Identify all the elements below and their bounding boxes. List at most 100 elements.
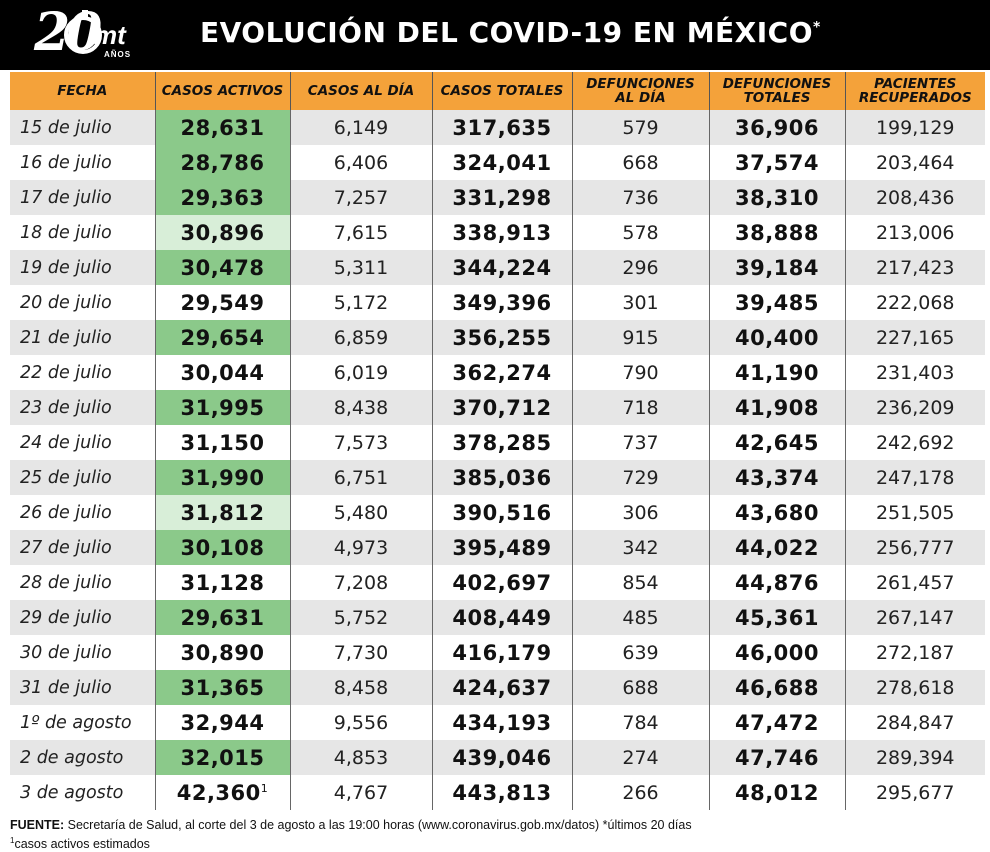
row-pacientes-recuperados: 242,692 xyxy=(845,425,985,460)
row-pacientes-recuperados-value: 272,187 xyxy=(875,641,955,664)
row-defunciones-totales: 37,574 xyxy=(709,145,846,180)
row-fecha: 21 de julio xyxy=(10,320,156,355)
row-fecha-value: 23 de julio xyxy=(20,397,112,418)
row-casos-al-dia-value: 5,311 xyxy=(333,256,389,279)
row-fecha: 30 de julio xyxy=(10,635,156,670)
row-fecha: 1º de agosto xyxy=(10,705,156,740)
row-defunciones-totales: 47,472 xyxy=(709,705,846,740)
row-defunciones-totales-value: 46,688 xyxy=(734,675,820,700)
row-defunciones-totales: 48,012 xyxy=(709,775,846,810)
row-casos-activos-value: 30,478 xyxy=(180,255,265,280)
row-defunciones-totales: 39,184 xyxy=(709,250,846,285)
row-casos-activos: 42,3601 xyxy=(155,775,291,810)
row-defunciones-totales: 42,645 xyxy=(709,425,846,460)
row-casos-al-dia: 7,573 xyxy=(290,425,433,460)
row-pacientes-recuperados-value: 295,677 xyxy=(875,781,955,804)
row-casos-al-dia-value: 8,458 xyxy=(333,676,389,699)
row-defunciones-al-dia-value: 639 xyxy=(622,641,659,664)
row-pacientes-recuperados: 236,209 xyxy=(845,390,985,425)
row-casos-al-dia: 5,172 xyxy=(290,285,433,320)
source-line: FUENTE: Secretaría de Salud, al corte de… xyxy=(10,818,985,833)
row-casos-totales-value: 439,046 xyxy=(452,745,552,770)
row-pacientes-recuperados: 251,505 xyxy=(845,495,985,530)
page-header: 20 mt AÑOS EVOLUCIÓN DEL COVID-19 EN MÉX… xyxy=(0,0,990,70)
row-defunciones-al-dia-value: 729 xyxy=(622,466,659,489)
row-casos-activos-value: 31,128 xyxy=(180,570,265,595)
row-fecha: 24 de julio xyxy=(10,425,156,460)
row-casos-al-dia: 6,859 xyxy=(290,320,433,355)
row-defunciones-al-dia-value: 578 xyxy=(622,221,659,244)
col-header-casos-al-dia: CASOS AL DÍA xyxy=(290,72,433,110)
row-defunciones-al-dia-value: 306 xyxy=(622,501,659,524)
footer: FUENTE: Secretaría de Salud, al corte de… xyxy=(10,818,985,852)
row-defunciones-totales-value: 38,310 xyxy=(734,185,820,210)
row-defunciones-al-dia-value: 790 xyxy=(622,361,659,384)
row-casos-activos: 31,128 xyxy=(155,565,291,600)
row-defunciones-al-dia: 274 xyxy=(572,740,710,775)
col-header-defunciones-totales: DEFUNCIONES TOTALES xyxy=(709,72,846,110)
row-defunciones-totales: 47,746 xyxy=(709,740,846,775)
row-fecha: 18 de julio xyxy=(10,215,156,250)
row-defunciones-al-dia: 729 xyxy=(572,460,710,495)
row-casos-activos-value: 29,549 xyxy=(180,290,265,315)
row-defunciones-totales: 44,022 xyxy=(709,530,846,565)
row-fecha-value: 17 de julio xyxy=(20,187,112,208)
row-casos-al-dia-value: 9,556 xyxy=(333,711,389,734)
row-casos-activos-value: 31,990 xyxy=(180,465,265,490)
row-casos-al-dia-value: 7,257 xyxy=(333,186,389,209)
row-casos-activos: 31,812 xyxy=(155,495,291,530)
table-row: 19 de julio 30,478 5,311 344,224 296 39,184 21… xyxy=(10,250,985,285)
row-casos-al-dia-value: 7,615 xyxy=(333,221,389,244)
row-defunciones-totales-value: 47,746 xyxy=(734,745,820,770)
row-casos-totales-value: 331,298 xyxy=(452,185,552,210)
row-defunciones-totales-value: 42,645 xyxy=(734,430,820,455)
table-row: 1º de agosto 32,944 9,556 434,193 784 47,472 2… xyxy=(10,705,985,740)
note-line: 1casos activos estimados xyxy=(10,833,985,852)
row-fecha-value: 24 de julio xyxy=(20,432,112,453)
row-fecha: 17 de julio xyxy=(10,180,156,215)
row-defunciones-totales-value: 37,574 xyxy=(734,150,820,175)
row-defunciones-totales-value: 47,472 xyxy=(734,710,820,735)
logo-number: 20 xyxy=(34,2,102,63)
row-defunciones-al-dia-value: 579 xyxy=(622,116,659,139)
row-defunciones-totales: 45,361 xyxy=(709,600,846,635)
row-pacientes-recuperados: 231,403 xyxy=(845,355,985,390)
row-casos-al-dia-value: 4,973 xyxy=(333,536,389,559)
row-casos-activos: 29,631 xyxy=(155,600,291,635)
row-casos-totales-value: 416,179 xyxy=(452,640,552,665)
row-casos-activos-value: 31,150 xyxy=(180,430,265,455)
row-defunciones-totales-value: 39,184 xyxy=(734,255,820,280)
row-casos-totales-value: 443,813 xyxy=(452,780,552,805)
row-fecha-value: 15 de julio xyxy=(20,117,112,138)
row-defunciones-al-dia: 718 xyxy=(572,390,710,425)
row-casos-al-dia: 5,480 xyxy=(290,495,433,530)
col-header-fecha: FECHA xyxy=(10,72,156,110)
row-casos-al-dia: 6,751 xyxy=(290,460,433,495)
row-pacientes-recuperados: 222,068 xyxy=(845,285,985,320)
title-text: EVOLUCIÓN DEL COVID-19 EN MÉXICO xyxy=(200,16,814,49)
row-casos-activos: 29,363 xyxy=(155,180,291,215)
col-header-casos-totales: CASOS TOTALES xyxy=(432,72,573,110)
row-casos-totales: 390,516 xyxy=(432,495,573,530)
row-fecha: 15 de julio xyxy=(10,110,156,145)
row-defunciones-totales: 46,688 xyxy=(709,670,846,705)
row-casos-al-dia: 7,615 xyxy=(290,215,433,250)
row-casos-totales: 439,046 xyxy=(432,740,573,775)
row-casos-al-dia-value: 7,730 xyxy=(333,641,389,664)
row-casos-totales: 416,179 xyxy=(432,635,573,670)
row-pacientes-recuperados: 278,618 xyxy=(845,670,985,705)
row-fecha: 29 de julio xyxy=(10,600,156,635)
row-fecha-value: 28 de julio xyxy=(20,572,112,593)
row-casos-totales: 324,041 xyxy=(432,145,573,180)
row-defunciones-al-dia-value: 718 xyxy=(622,396,659,419)
row-defunciones-al-dia: 688 xyxy=(572,670,710,705)
row-defunciones-al-dia: 790 xyxy=(572,355,710,390)
row-defunciones-al-dia-value: 784 xyxy=(622,711,659,734)
row-defunciones-al-dia-value: 854 xyxy=(622,571,659,594)
row-fecha-value: 16 de julio xyxy=(20,152,112,173)
row-pacientes-recuperados-value: 267,147 xyxy=(875,606,955,629)
row-casos-totales: 349,396 xyxy=(432,285,573,320)
row-casos-al-dia-value: 6,019 xyxy=(333,361,389,384)
row-casos-activos-value: 28,631 xyxy=(180,115,265,140)
row-casos-al-dia-value: 4,853 xyxy=(333,746,389,769)
